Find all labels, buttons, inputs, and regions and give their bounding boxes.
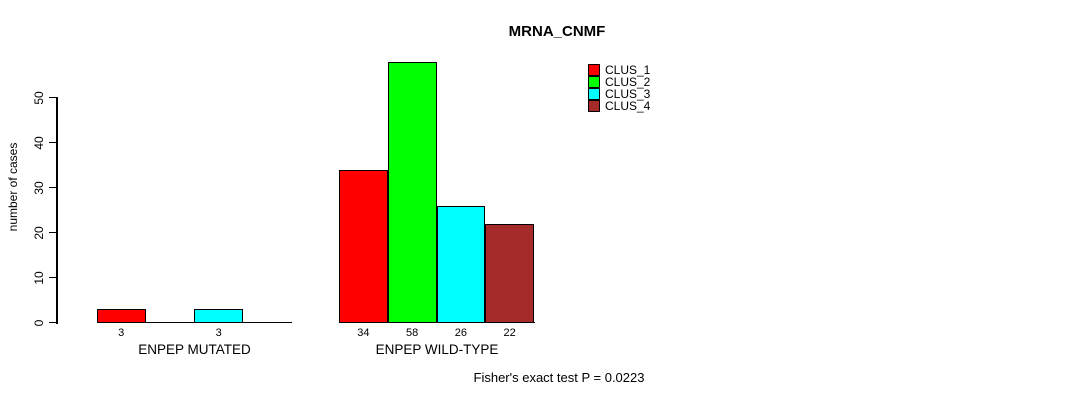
bar-value-label: 34 [357,327,370,339]
bar-clus_2-group1 [387,61,437,323]
legend-swatch-clus4 [588,100,600,112]
y-tick-mark [48,321,57,324]
y-tick-label: 10 [31,270,46,285]
group-label-wildtype: ENPEP WILD-TYPE [375,342,499,357]
y-tick-mark [48,276,57,279]
bar-value-label: 22 [503,327,516,339]
bar-value-label: 3 [118,327,125,339]
y-tick-label: 0 [31,319,46,326]
legend-label: CLUS_3 [605,87,651,101]
legend-label: CLUS_1 [605,63,651,77]
y-tick-label: 20 [31,225,46,240]
bar-value-label: 58 [406,327,419,339]
bar-clus_4-group1 [485,223,534,323]
y-tick-label: 30 [31,180,46,195]
legend-row: CLUS_1 [588,64,650,76]
y-tick-mark [48,186,57,189]
bar-clus_1-group0 [96,309,146,323]
legend-row: CLUS_2 [588,76,650,88]
y-tick-label: 50 [31,90,46,105]
legend-swatch-clus2 [588,76,600,88]
y-tick-mark [48,141,57,144]
y-axis-label: number of cases [6,142,20,232]
group-label-mutated: ENPEP MUTATED [138,342,251,357]
y-axis-line [56,96,58,324]
legend-label: CLUS_4 [605,99,651,113]
bar-value-label: 3 [215,327,222,339]
legend-row: CLUS_3 [588,88,650,100]
legend-label: CLUS_2 [605,75,651,89]
footer-stat-text: Fisher's exact test P = 0.0223 [473,370,645,385]
y-tick-mark [48,231,57,234]
bar-value-label: 26 [454,327,467,339]
bar-clus_3-group1 [436,205,486,323]
legend-swatch-clus1 [588,64,600,76]
bar-clus_3-group0 [194,309,243,323]
y-tick-label: 40 [31,135,46,150]
chart-title: MRNA_CNMF [508,23,606,40]
bar-clus_1-group1 [339,169,388,323]
y-tick-mark [48,96,57,99]
legend-row: CLUS_4 [588,100,650,112]
legend-swatch-clus3 [588,88,600,100]
legend: CLUS_1 CLUS_2 CLUS_3 CLUS_4 [588,64,650,112]
